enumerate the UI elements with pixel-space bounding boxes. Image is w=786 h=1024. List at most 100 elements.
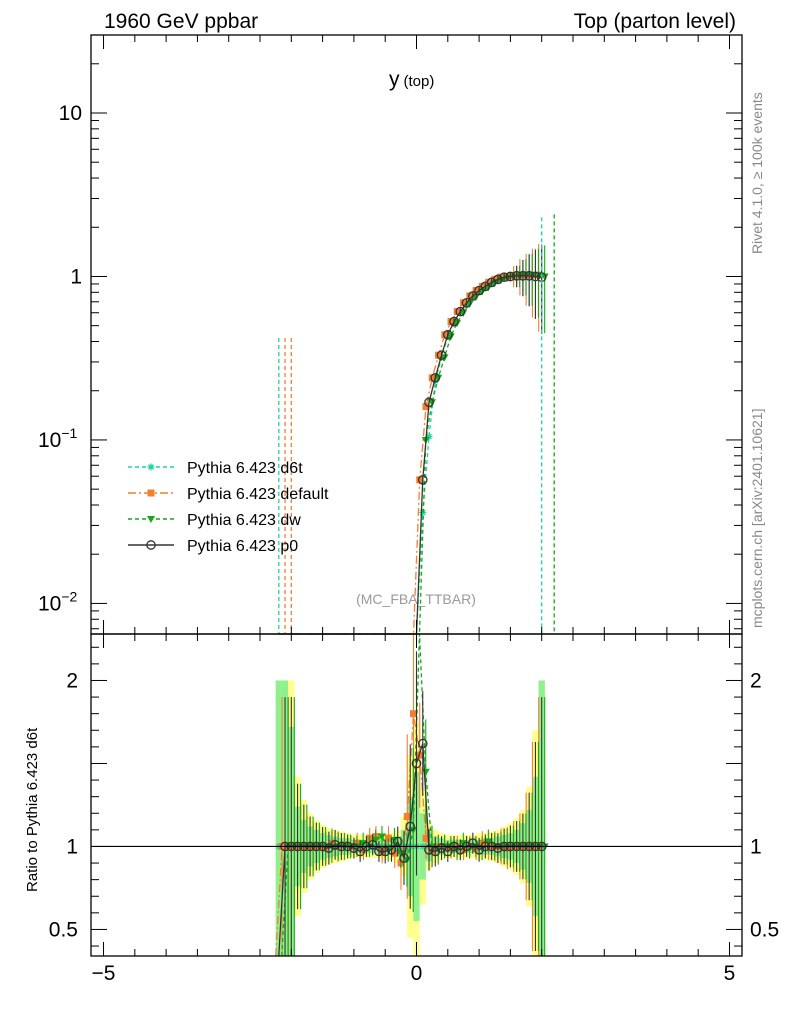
data-point-circle bbox=[374, 846, 384, 857]
data-point-circle bbox=[380, 846, 391, 857]
ratio-y-tick-label-left: 0.5 bbox=[49, 918, 78, 941]
main-y-tick-label: 10 bbox=[59, 102, 82, 125]
main-y-tick-label: 10−1 bbox=[38, 425, 78, 452]
data-point-circle bbox=[399, 853, 409, 863]
data-point-circle bbox=[486, 277, 497, 288]
data-point-circle bbox=[442, 846, 453, 857]
data-point-circle bbox=[524, 270, 535, 281]
x-tick-label: −5 bbox=[92, 962, 116, 985]
plot-title: y (top) bbox=[389, 68, 434, 91]
data-point-circle bbox=[424, 844, 434, 855]
ratio-y-tick-label-right: 1 bbox=[750, 835, 762, 858]
data-point-circle bbox=[511, 270, 522, 281]
ratio-y-tick-label-left: 1 bbox=[66, 835, 78, 858]
series-line-p0 bbox=[278, 275, 542, 635]
data-point-circle bbox=[499, 272, 509, 283]
ratio-y-tick-label-right: 0.5 bbox=[750, 918, 779, 941]
data-point-circle bbox=[455, 306, 466, 317]
plot-title-main: y bbox=[389, 68, 400, 91]
data-point-circle bbox=[493, 274, 503, 285]
data-point-circle bbox=[493, 843, 503, 853]
data-point-triangle bbox=[540, 273, 549, 281]
legend-label-dw: Pythia 6.423 dw bbox=[187, 512, 301, 529]
legend-label-p0: Pythia 6.423 p0 bbox=[187, 538, 298, 555]
analysis-watermark: (MC_FBA_TTBAR) bbox=[356, 591, 476, 607]
data-point-circle bbox=[417, 475, 428, 485]
data-point-square bbox=[147, 489, 155, 497]
data-point-circle bbox=[146, 540, 156, 550]
tick-exponent: −2 bbox=[61, 588, 77, 604]
data-point-circle bbox=[392, 836, 403, 847]
data-point-star bbox=[419, 508, 427, 516]
data-point-square bbox=[428, 374, 436, 382]
data-point-circle bbox=[424, 397, 434, 408]
main-y-tick-label: 1 bbox=[70, 265, 82, 288]
legend: Pythia 6.423 d6t Pythia 6.423 default Pyth… bbox=[128, 460, 329, 555]
data-point-circle bbox=[411, 758, 422, 769]
data-point-star bbox=[425, 432, 433, 440]
data-point-triangle bbox=[459, 309, 468, 317]
data-point-circle bbox=[467, 838, 478, 848]
data-point-star bbox=[147, 463, 155, 471]
legend-label-default: Pythia 6.423 default bbox=[187, 486, 329, 503]
data-point-circle bbox=[355, 846, 366, 857]
data-point-triangle bbox=[402, 856, 411, 864]
rivet-version-label: Rivet 4.1.0, ≥ 100k events bbox=[749, 92, 765, 254]
data-point-triangle bbox=[396, 850, 405, 858]
data-point-square bbox=[485, 278, 493, 286]
data-point-square bbox=[416, 476, 424, 484]
data-point-square bbox=[478, 282, 486, 290]
data-point-square bbox=[453, 308, 461, 316]
header-right: Top (parton level) bbox=[574, 10, 736, 33]
tick-exponent: −1 bbox=[61, 425, 77, 441]
data-point-circle bbox=[367, 839, 378, 850]
data-point-square bbox=[422, 834, 430, 842]
data-point-circle bbox=[518, 270, 528, 281]
data-point-circle bbox=[467, 291, 478, 301]
data-point-square bbox=[410, 710, 417, 718]
data-point-triangle bbox=[428, 399, 437, 407]
data-point-triangle bbox=[509, 273, 518, 281]
tick-base: 10 bbox=[38, 429, 61, 452]
data-point-square bbox=[403, 813, 411, 821]
data-point-circle bbox=[417, 738, 428, 749]
data-point-triangle bbox=[534, 272, 543, 280]
tick-base: 10 bbox=[38, 592, 61, 615]
data-point-triangle bbox=[446, 333, 455, 341]
data-point-square bbox=[472, 287, 480, 295]
data-point-circle bbox=[430, 372, 441, 383]
data-point-square bbox=[441, 331, 449, 339]
data-point-triangle bbox=[371, 836, 380, 844]
data-point-triangle bbox=[409, 826, 418, 834]
data-point-circle bbox=[505, 271, 516, 282]
data-point-square bbox=[466, 292, 474, 300]
plot-title-sub: (top) bbox=[404, 73, 435, 90]
data-point-square bbox=[422, 403, 430, 411]
data-point-circle bbox=[530, 271, 541, 282]
ratio-y-label: Ratio to Pythia 6.423 d6t bbox=[24, 727, 41, 892]
ratio-y-tick-label-right: 2 bbox=[750, 669, 762, 692]
data-point-square bbox=[460, 299, 468, 307]
data-point-circle bbox=[330, 839, 340, 850]
data-point-circle bbox=[436, 350, 447, 361]
data-point-triangle bbox=[147, 516, 155, 523]
legend-label-d6t: Pythia 6.423 d6t bbox=[187, 460, 303, 477]
header-left: 1960 GeV ppbar bbox=[104, 10, 258, 33]
series-line-d6t bbox=[278, 274, 542, 635]
series-line-default bbox=[275, 274, 539, 635]
data-point-square bbox=[435, 351, 443, 359]
data-point-triangle bbox=[453, 319, 462, 327]
data-point-circle bbox=[386, 844, 397, 855]
mcplots-label: mcplots.cern.ch [arXiv:2401.10621] bbox=[749, 409, 765, 628]
series-line-dw bbox=[281, 274, 545, 635]
data-point-circle bbox=[405, 821, 416, 832]
data-point-circle bbox=[461, 297, 472, 308]
main-y-tick-label: 10−2 bbox=[38, 588, 78, 615]
main-panel-data bbox=[275, 214, 555, 635]
x-tick-label: 0 bbox=[411, 962, 423, 985]
data-point-triangle bbox=[484, 838, 493, 846]
ratio-y-tick-label-left: 2 bbox=[66, 669, 78, 692]
data-point-triangle bbox=[390, 836, 399, 844]
